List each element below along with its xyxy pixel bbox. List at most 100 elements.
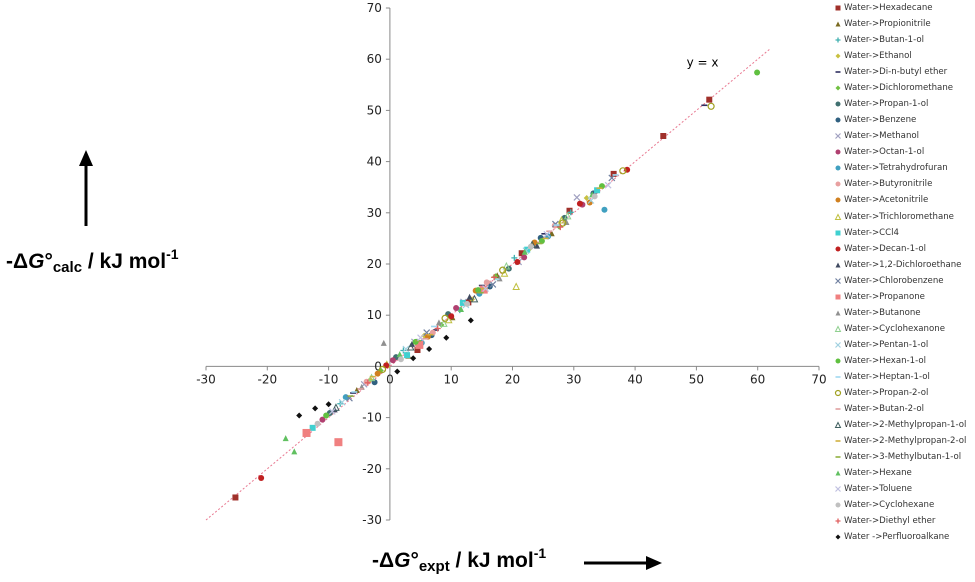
legend-item: Water->Cyclohexanone	[834, 322, 945, 336]
x-tick-label: 10	[444, 372, 459, 386]
legend-label: Water->Ethanol	[844, 51, 912, 62]
data-point	[389, 357, 396, 364]
y-tick-label: -20	[362, 462, 382, 476]
legend-item: Water->Butan-2-ol	[834, 402, 924, 416]
data-point	[334, 438, 343, 447]
series-32	[364, 224, 564, 386]
legend-marker-icon	[835, 440, 841, 442]
legend-label: Water->Methanol	[844, 131, 920, 142]
x-tick-label: 20	[505, 372, 520, 386]
reference-line-label: y = x	[687, 55, 719, 69]
series-31	[314, 193, 598, 427]
data-point	[367, 373, 376, 382]
y-tick-label: -30	[362, 513, 382, 527]
data-point	[396, 351, 403, 358]
legend-marker-icon	[835, 518, 841, 524]
series-30	[328, 181, 612, 415]
legend-item: Water->3-Methylbutan-1-ol	[834, 450, 961, 464]
data-point	[482, 285, 489, 293]
legend-label: Water->2-Methylpropan-1-ol	[844, 420, 967, 431]
data-point	[282, 435, 289, 442]
legend-label: Water->Di-n-butyl ether	[844, 67, 948, 78]
data-point	[397, 356, 404, 363]
legend-marker-icon	[834, 389, 842, 397]
legend-label: Water ->Perfluoroalkane	[844, 532, 950, 543]
data-point	[426, 345, 433, 352]
data-point	[380, 339, 387, 346]
data-point	[410, 355, 417, 362]
legend-item: Water->Butanone	[834, 306, 921, 320]
data-point	[406, 342, 415, 351]
data-point	[601, 206, 608, 213]
x-tick-label: 0	[386, 372, 394, 386]
legend-item: Water ->Perfluoroalkane	[834, 530, 949, 544]
data-point	[435, 319, 442, 326]
legend-marker	[835, 101, 841, 107]
legend-item: Water->1,2-Dichloroethane	[834, 258, 961, 272]
data-point	[323, 412, 330, 419]
legend-item: Water->Decan-1-ol	[834, 242, 926, 256]
legend-marker-icon	[834, 421, 842, 429]
data-point	[394, 368, 401, 375]
data-point	[534, 242, 541, 249]
x-arrow-icon	[584, 556, 662, 570]
legend-label: Water->Butan-2-ol	[844, 404, 925, 414]
series-12	[374, 199, 593, 377]
legend-marker	[835, 21, 841, 27]
data-point	[291, 448, 298, 455]
legend-marker	[834, 421, 842, 429]
data-point	[610, 170, 617, 177]
legend-item: Water->Acetonitrile	[834, 193, 928, 207]
legend-item: Water->Hexadecane	[834, 1, 933, 15]
x-tick-label: -20	[257, 372, 277, 386]
data-point	[489, 281, 497, 288]
legend-marker	[835, 197, 841, 203]
legend-label: Water->Propionitrile	[844, 19, 931, 30]
legend-label: Water->2-Methylpropan-2-ol	[844, 436, 967, 447]
x-tick-label: 70	[811, 372, 826, 386]
data-point	[566, 207, 573, 214]
legend-marker-icon	[835, 53, 841, 59]
legend-label: Water->Hexadecane	[844, 3, 933, 13]
legend-item: Water->Ethanol	[834, 49, 912, 63]
legend-item: Water->2-Methylpropan-1-ol	[834, 418, 966, 432]
legend-item: Water->2-Methylpropan-2-ol	[834, 434, 966, 448]
legend-marker-icon	[835, 470, 841, 476]
legend-marker	[835, 181, 841, 187]
data-point	[608, 174, 616, 182]
y-tick-label: -10	[362, 411, 382, 425]
data-point	[502, 261, 511, 270]
legend-marker-icon	[835, 21, 841, 27]
data-points	[232, 69, 761, 501]
legend-marker	[835, 262, 841, 268]
x-tick-label: 50	[689, 372, 704, 386]
data-point	[325, 401, 332, 408]
legend-marker	[835, 518, 841, 524]
legend-label: Water->Chlorobenzene	[844, 275, 944, 286]
data-point	[440, 319, 448, 327]
legend-marker	[834, 325, 842, 332]
legend-marker	[835, 486, 841, 493]
x-axis-label: -ΔG°expt / kJ mol-1	[372, 545, 547, 575]
data-point	[491, 274, 498, 281]
data-point	[706, 96, 713, 103]
data-point	[378, 365, 387, 374]
legend-marker-icon	[835, 101, 841, 107]
x-tick-label: 60	[750, 372, 765, 386]
data-point	[434, 325, 441, 332]
legend-item: Water->Benzene	[834, 113, 916, 127]
data-point	[573, 194, 581, 201]
series-21	[338, 197, 595, 406]
legend-item: Water->Butan-1-ol	[834, 33, 924, 47]
data-point	[567, 209, 574, 216]
data-point	[448, 313, 455, 320]
legend-item: Water->Butyronitrile	[834, 177, 932, 191]
data-point	[443, 334, 450, 341]
legend-label: Water->Cyclohexanone	[844, 323, 945, 334]
legend-item: Water->Propionitrile	[834, 17, 931, 31]
series-33	[296, 317, 474, 419]
legend-marker-icon	[835, 486, 841, 493]
legend-marker-icon	[835, 133, 841, 140]
legend-label: Water->Octan-1-ol	[844, 147, 925, 158]
legend-label: Water->Diethyl ether	[844, 516, 936, 527]
